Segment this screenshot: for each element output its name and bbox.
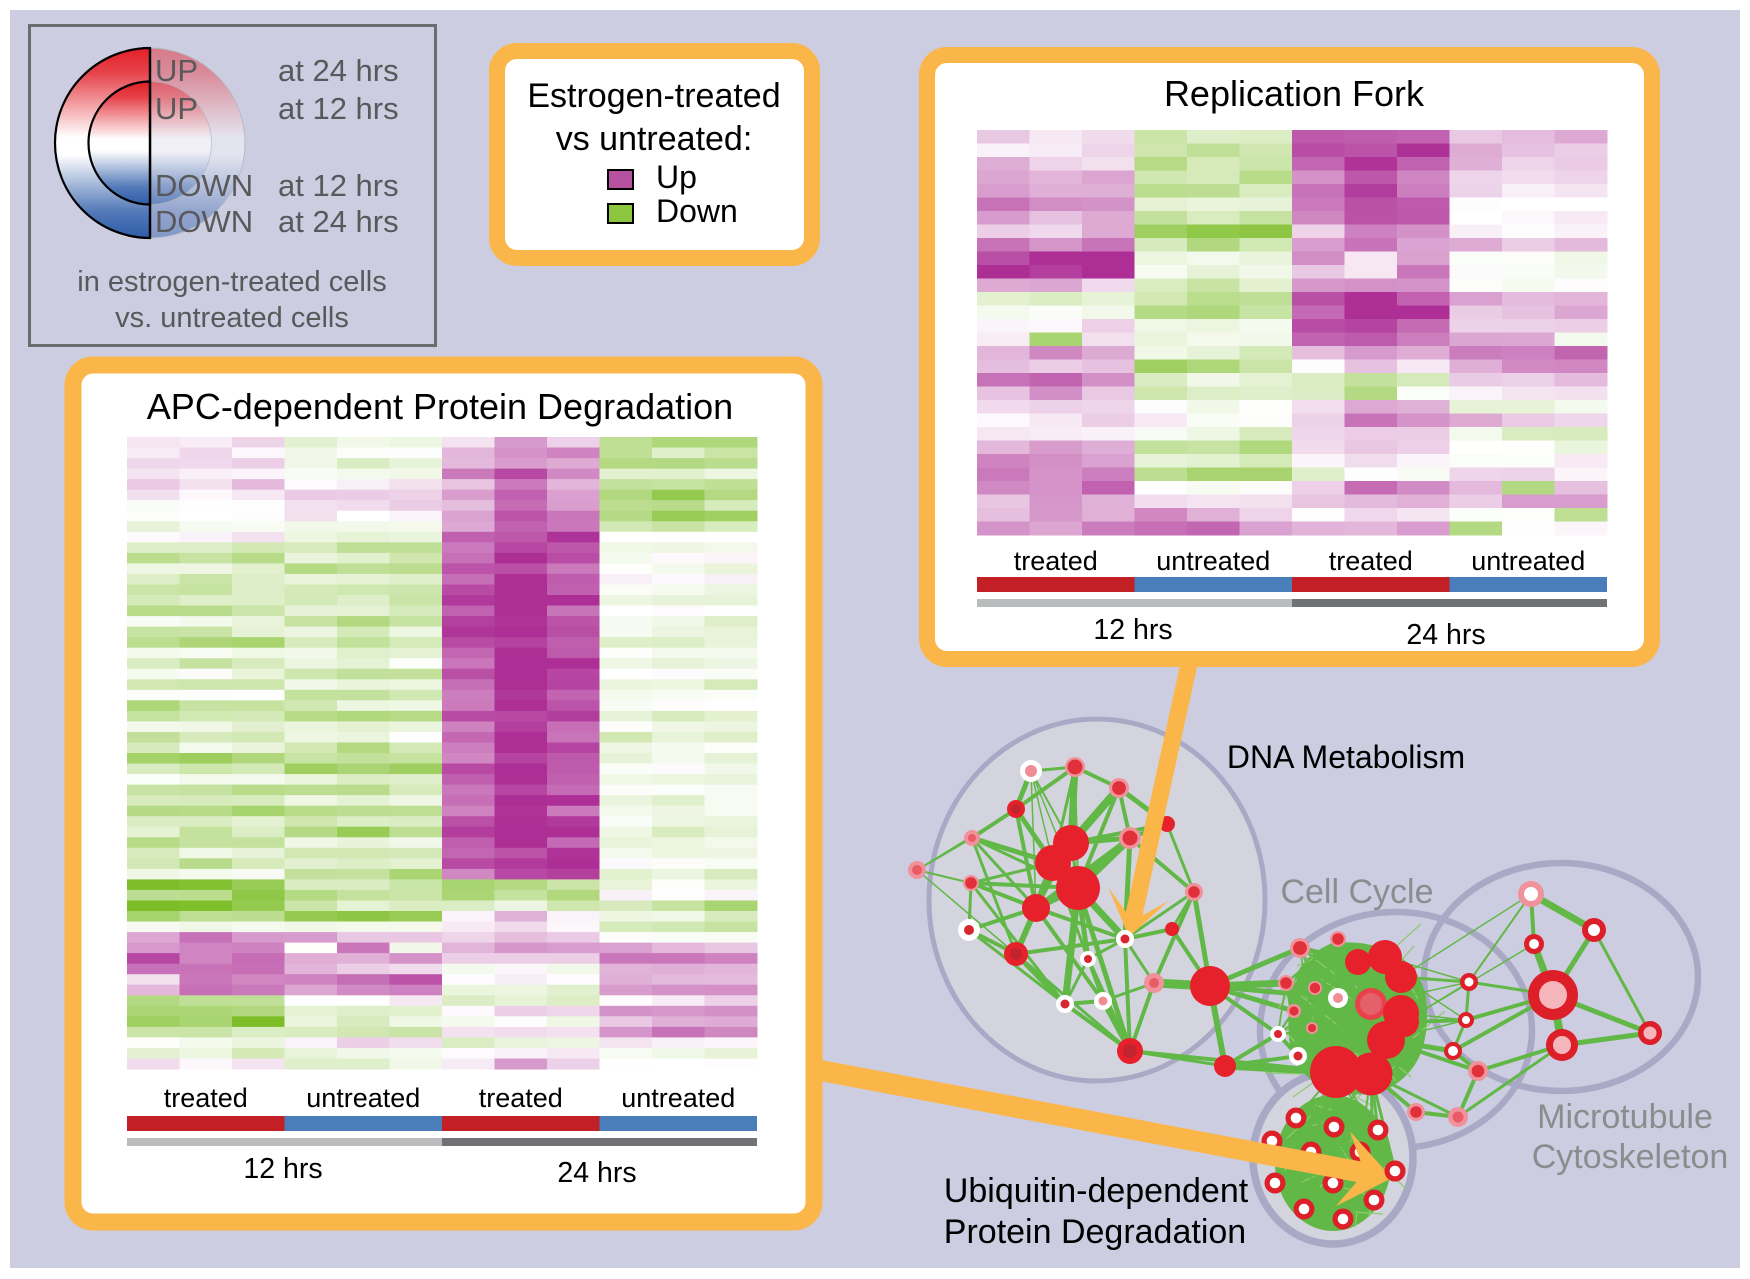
svg-text:Protein Degradation: Protein Degradation [944, 1213, 1246, 1251]
svg-text:untreated: untreated [306, 1083, 420, 1113]
svg-text:vs untreated:: vs untreated: [556, 120, 753, 158]
svg-text:in estrogen-treated cells: in estrogen-treated cells [77, 266, 387, 298]
svg-text:UP: UP [155, 53, 198, 88]
svg-text:Cell Cycle: Cell Cycle [1280, 873, 1433, 911]
svg-text:Up: Up [656, 159, 697, 195]
svg-text:Microtubule: Microtubule [1537, 1098, 1713, 1136]
svg-text:Replication Fork: Replication Fork [1164, 73, 1425, 114]
svg-text:Cytoskeleton: Cytoskeleton [1532, 1138, 1729, 1176]
svg-text:APC-dependent Protein Degradat: APC-dependent Protein Degradation [147, 386, 733, 427]
svg-text:treated: treated [479, 1083, 563, 1113]
svg-text:at 12 hrs: at 12 hrs [278, 168, 399, 203]
svg-text:24 hrs: 24 hrs [1406, 619, 1485, 651]
svg-text:treated: treated [1329, 546, 1413, 576]
svg-text:12 hrs: 12 hrs [243, 1153, 322, 1185]
svg-text:treated: treated [1014, 546, 1098, 576]
svg-text:treated: treated [164, 1083, 248, 1113]
svg-text:Ubiquitin-dependent: Ubiquitin-dependent [944, 1172, 1249, 1210]
svg-text:12 hrs: 12 hrs [1093, 614, 1172, 646]
svg-text:at 12 hrs: at 12 hrs [278, 91, 399, 126]
svg-text:UP: UP [155, 91, 198, 126]
svg-text:untreated: untreated [1156, 546, 1270, 576]
svg-text:DOWN: DOWN [155, 204, 253, 239]
svg-text:DOWN: DOWN [155, 168, 253, 203]
svg-text:Estrogen-treated: Estrogen-treated [527, 77, 780, 115]
svg-text:24 hrs: 24 hrs [557, 1157, 636, 1189]
svg-text:at 24 hrs: at 24 hrs [278, 53, 399, 88]
svg-text:vs. untreated cells: vs. untreated cells [115, 302, 349, 334]
svg-text:at 24 hrs: at 24 hrs [278, 204, 399, 239]
svg-text:Down: Down [656, 193, 738, 229]
svg-text:untreated: untreated [621, 1083, 735, 1113]
svg-text:DNA Metabolism: DNA Metabolism [1227, 739, 1465, 775]
svg-text:untreated: untreated [1471, 546, 1585, 576]
